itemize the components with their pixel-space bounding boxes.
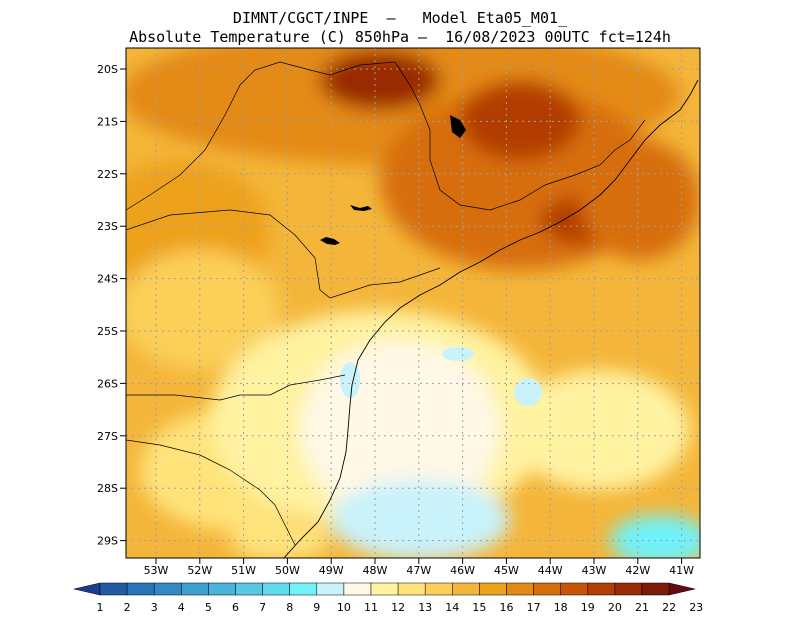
lon-label: 41W: [669, 564, 694, 577]
coastline: [283, 79, 699, 559]
colorbar-swatch: [235, 582, 263, 596]
lon-label: 52W: [187, 564, 212, 577]
colorbar-label: 12: [391, 601, 405, 614]
colorbar-label: 10: [337, 601, 351, 614]
lon-label: 53W: [144, 564, 169, 577]
colorbar-swatch: [452, 582, 480, 596]
colorbar-label: 5: [205, 601, 212, 614]
lat-label: 24S: [97, 273, 118, 286]
lat-label: 23S: [97, 220, 118, 233]
colorbar-label: 14: [445, 601, 459, 614]
colorbar-swatch: [153, 582, 182, 596]
colorbar-swatch: [99, 582, 128, 596]
colorbar-swatch: [587, 582, 616, 596]
colorbar-arrow-right: [668, 582, 696, 596]
latitude-labels: 20S 21S 22S 23S 24S 25S 26S 27S 28S 29S: [97, 63, 126, 548]
lon-label: 45W: [494, 564, 519, 577]
colorbar-label: 9: [313, 601, 320, 614]
colorbar-label: 23: [689, 601, 703, 614]
lon-label: 51W: [231, 564, 256, 577]
longitude-labels: 53W 52W 51W 50W 49W 48W 47W 46W 45W 44W 43W 42W 41W: [144, 558, 694, 577]
colorbar-arrow-left: [73, 582, 101, 596]
colorbar-label: 16: [500, 601, 514, 614]
state-borders: [125, 61, 646, 546]
colorbar-swatch: [370, 582, 399, 596]
colorbar: [73, 582, 696, 596]
lon-label: 46W: [450, 564, 475, 577]
lon-label: 44W: [538, 564, 563, 577]
colorbar-label: 17: [527, 601, 541, 614]
colorbar-label: 19: [581, 601, 595, 614]
colorbar-swatch: [560, 582, 589, 596]
colorbar-label: 22: [662, 601, 676, 614]
colorbar-swatch: [208, 582, 236, 596]
lat-label: 20S: [97, 63, 118, 76]
colorbar-label: 21: [635, 601, 649, 614]
title-line-1: DIMNT/CGCT/INPE – Model Eta05_M01_: [232, 9, 568, 27]
colorbar-swatch: [614, 582, 643, 596]
colorbar-label: 6: [232, 601, 239, 614]
lon-label: 42W: [625, 564, 650, 577]
colorbar-label: 13: [418, 601, 432, 614]
lon-label: 50W: [275, 564, 300, 577]
lat-label: 21S: [97, 115, 118, 128]
lat-label: 28S: [97, 482, 118, 495]
lon-label: 49W: [319, 564, 344, 577]
lon-label: 47W: [406, 564, 431, 577]
temperature-field: [126, 48, 700, 558]
colorbar-swatch: [343, 582, 372, 596]
colorbar-label: 20: [608, 601, 622, 614]
colorbar-label: 4: [178, 601, 185, 614]
lat-label: 27S: [97, 430, 118, 443]
lat-label: 29S: [97, 535, 118, 548]
colorbar-label: 8: [286, 601, 293, 614]
colorbar-label: 3: [151, 601, 158, 614]
colorbar-label: 2: [124, 601, 131, 614]
colorbar-label: 7: [259, 601, 266, 614]
colorbar-swatch: [479, 582, 507, 596]
colorbar-labels: 1 2 3 4 5 6 7 8 9 10 11 12 13 14 15 16 17 18 19 20 21 22 23: [97, 601, 704, 614]
colorbar-swatch: [533, 582, 561, 596]
colorbar-swatch: [181, 582, 209, 596]
lon-label: 48W: [363, 564, 388, 577]
colorbar-label: 18: [554, 601, 568, 614]
lon-label: 43W: [582, 564, 607, 577]
map-frame: [125, 47, 701, 559]
colorbar-swatch: [126, 582, 155, 596]
colorbar-swatch: [506, 582, 534, 596]
lat-label: 26S: [97, 377, 118, 390]
colorbar-label: 11: [364, 601, 378, 614]
colorbar-swatch: [641, 582, 670, 596]
lat-label: 25S: [97, 325, 118, 338]
title-line-2: Absolute Temperature (C) 850hPa – 16/08/…: [129, 28, 671, 46]
colorbar-label: 15: [472, 601, 486, 614]
colorbar-swatch: [262, 582, 290, 596]
lat-label: 22S: [97, 168, 118, 181]
colorbar-swatch: [289, 582, 318, 596]
colorbar-label: 1: [97, 601, 104, 614]
colorbar-swatch: [316, 582, 345, 596]
lakes: [320, 115, 466, 245]
colorbar-swatch: [397, 582, 426, 596]
colorbar-swatch: [424, 582, 453, 596]
